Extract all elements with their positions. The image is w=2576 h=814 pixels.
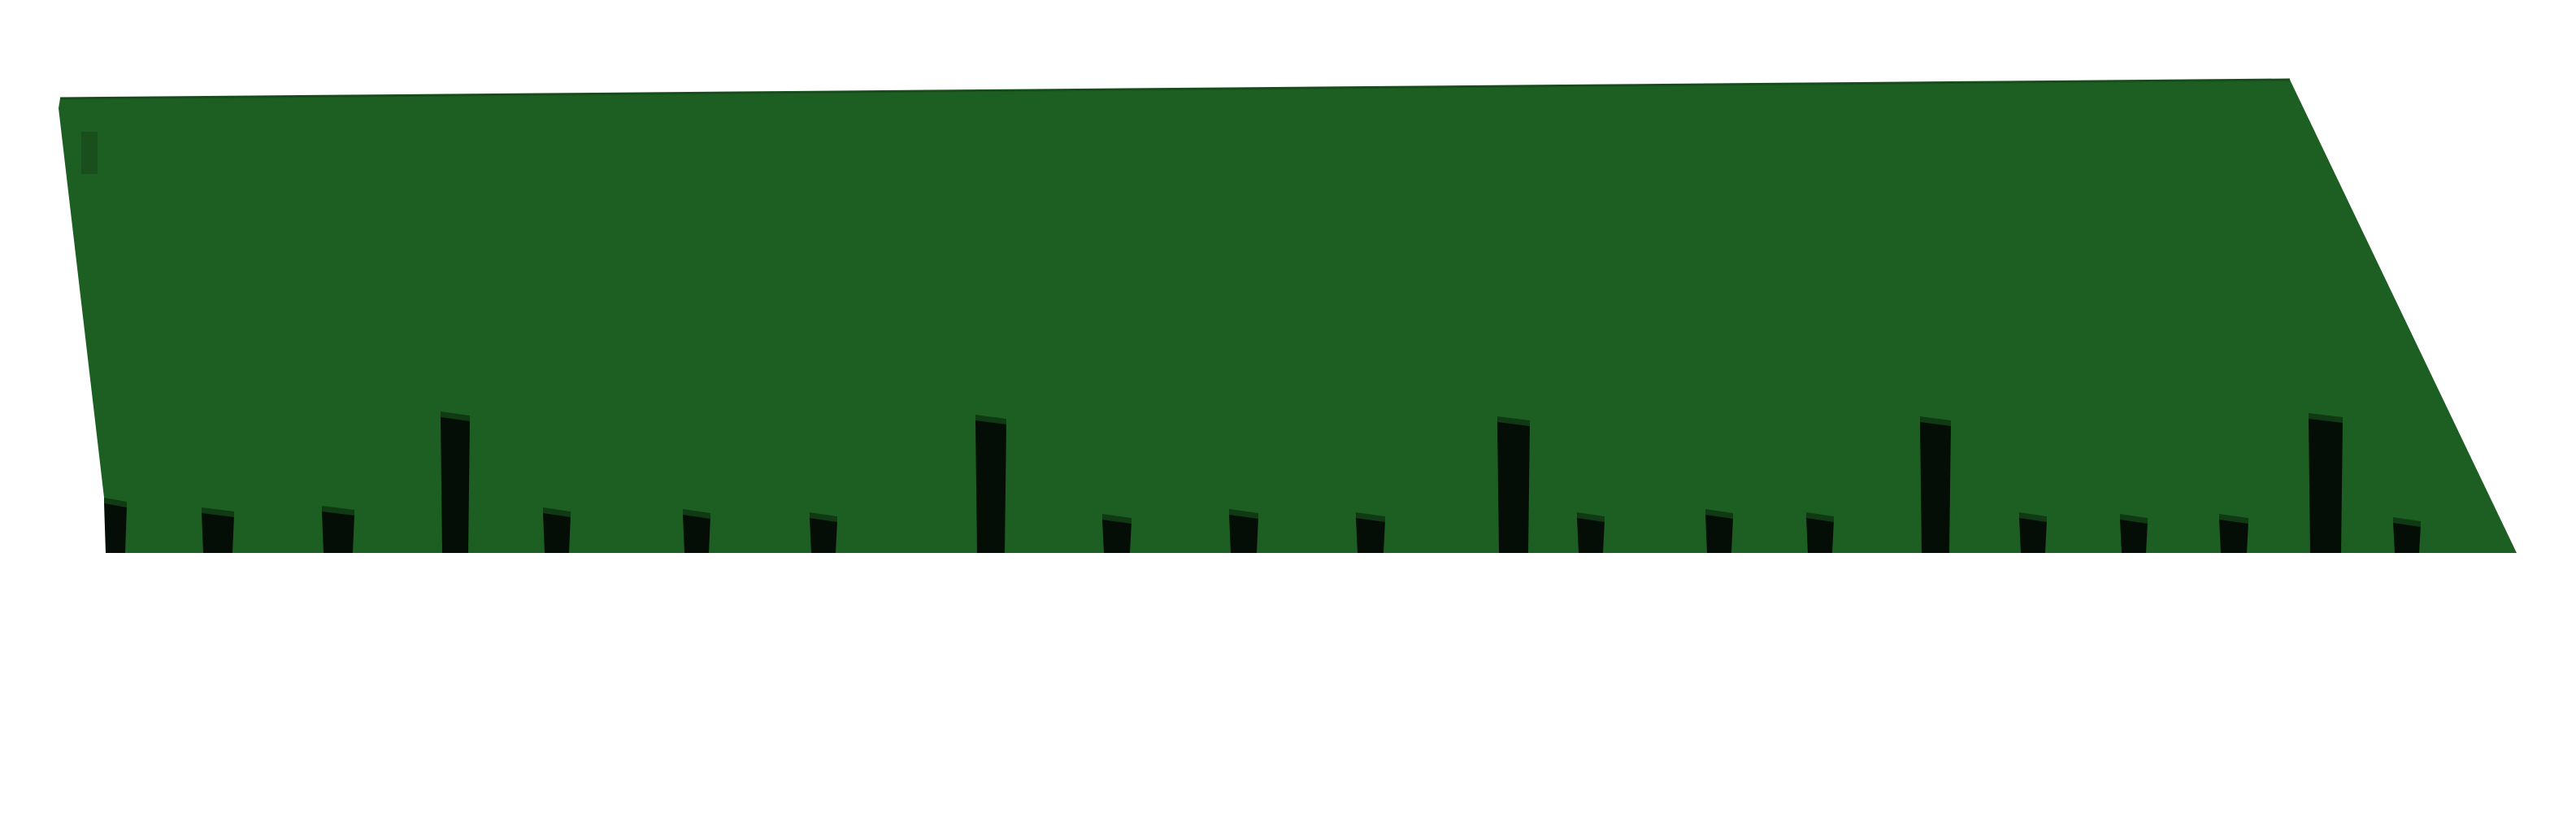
post-row (104, 411, 2421, 553)
post-cap-16 (1920, 416, 1951, 426)
post-16 (1920, 421, 1951, 553)
post-15 (1806, 517, 1834, 553)
post-7 (810, 517, 837, 553)
post-cap-12 (1497, 416, 1530, 426)
post-cap-8 (975, 415, 1006, 424)
post-17 (2019, 517, 2047, 553)
post-cap-2 (202, 507, 234, 517)
post-1 (104, 503, 127, 553)
post-19 (2219, 519, 2248, 553)
post-cap-21 (2393, 517, 2421, 527)
post-5 (543, 512, 571, 553)
post-14 (1705, 514, 1733, 553)
post-6 (683, 514, 710, 553)
post-cap-19 (2219, 514, 2248, 524)
post-2 (202, 512, 234, 553)
green-panel (59, 80, 2517, 553)
post-cap-18 (2120, 514, 2148, 524)
post-cap-7 (810, 512, 837, 522)
post-21 (2393, 522, 2421, 553)
post-cap-3 (322, 506, 354, 516)
post-cap-20 (2309, 413, 2343, 423)
post-13 (1577, 517, 1605, 553)
post-cap-6 (683, 509, 710, 519)
post-cap-15 (1806, 512, 1834, 522)
post-cap-11 (1356, 512, 1385, 522)
panel-top-edge (59, 78, 2291, 100)
post-cap-13 (1577, 512, 1605, 522)
panel-corner-mark (81, 132, 98, 174)
post-cap-5 (543, 507, 571, 517)
post-18 (2120, 519, 2148, 553)
post-8 (975, 420, 1006, 553)
post-cap-1 (104, 498, 127, 507)
post-cap-17 (2019, 512, 2047, 522)
post-cap-14 (1705, 509, 1733, 519)
post-cap-4 (441, 411, 470, 421)
post-cap-10 (1229, 509, 1258, 519)
post-20 (2309, 418, 2343, 553)
post-3 (322, 511, 354, 553)
post-10 (1229, 514, 1258, 553)
post-4 (441, 416, 470, 553)
post-cap-9 (1102, 514, 1132, 524)
post-9 (1102, 519, 1132, 553)
post-12 (1497, 421, 1530, 553)
post-11 (1356, 517, 1385, 553)
